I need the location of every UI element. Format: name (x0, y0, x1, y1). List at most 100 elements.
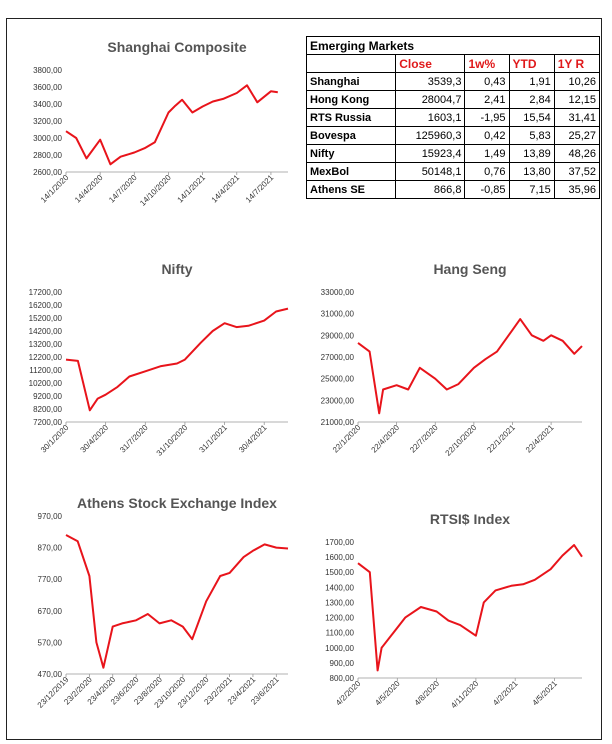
x-tick-label: 14/7/2020 (107, 173, 139, 205)
header-ytd: YTD (508, 54, 555, 73)
y-tick-label: 33000,00 (321, 288, 355, 297)
y-tick-label: 13200,00 (29, 340, 63, 349)
series-line (65, 307, 289, 412)
y-tick-label: 11200,00 (29, 366, 62, 375)
x-tick-label: 14/10/2020 (138, 173, 173, 208)
table-row: Nifty 15923,4 1,49 13,89 48,26 (305, 144, 601, 163)
series-line (357, 544, 583, 672)
y-tick-label: 3600,00 (33, 83, 62, 92)
hangseng-svg: Hang Seng 21000,00 23000,00 25000,00 27000,0… (321, 261, 583, 458)
y-tick-label: 800,00 (330, 674, 355, 683)
y-tick-label: 21000,00 (321, 418, 355, 427)
table-title-row: Emerging Markets (306, 36, 600, 55)
y-tick-label: 3800,00 (33, 66, 62, 75)
y-tick-label: 900,00 (330, 659, 355, 668)
table-row: MexBol 50148,1 0,76 13,80 37,52 (305, 162, 601, 181)
table-row: RTS Russia 1603,1 -1,95 15,54 31,41 (305, 108, 601, 127)
row-1w: 0,43 (464, 72, 510, 91)
row-1w: -1,95 (464, 108, 510, 127)
series-line (65, 534, 289, 669)
rtsi-index-chart: RTSI$ Index 800,00 900,00 1000,00 1100,00 120… (306, 494, 598, 738)
x-tick-label: 4/5/2021 (531, 679, 560, 708)
nifty-svg: Nifty 7200,00 8200,00 9200,00 10200,00 11200,… (29, 261, 289, 458)
table-body: Shanghai 3539,3 0,43 1,91 10,26 Hong Kong 2800… (305, 72, 601, 199)
row-1w: 0,42 (464, 126, 510, 145)
row-name: Hong Kong (305, 90, 397, 109)
row-close: 50148,1 (395, 162, 466, 181)
row-1y-return: 35,96 (553, 180, 601, 199)
y-tick-label: 14200,00 (29, 327, 63, 336)
row-name: Bovespa (305, 126, 397, 145)
x-tick-label: 14/7/2021 (244, 173, 276, 205)
row-1y-return: 10,26 (553, 72, 601, 91)
x-tick-label: 22/1/2020 (331, 423, 363, 455)
x-tick-label: 31/1/2021 (197, 423, 229, 455)
x-tick-label: 31/10/2020 (155, 423, 190, 458)
row-1w: 2,41 (464, 90, 510, 109)
y-tick-label: 10200,00 (29, 379, 63, 388)
y-tick-label: 12200,00 (29, 353, 63, 362)
y-tick-label: 2800,00 (33, 151, 62, 160)
header-1y-return: 1Y R (553, 54, 601, 73)
y-tick-label: 1600,00 (325, 553, 354, 562)
y-tick-label: 1400,00 (325, 583, 354, 592)
row-name: Nifty (305, 144, 397, 163)
row-close: 1603,1 (395, 108, 466, 127)
row-1y-return: 37,52 (553, 162, 601, 181)
header-name (305, 54, 397, 73)
y-tick-label: 15200,00 (29, 314, 63, 323)
x-tick-label: 30/4/2020 (79, 423, 111, 455)
emerging-markets-table: Emerging Markets Close 1w% YTD 1Y R Shan… (305, 36, 601, 199)
x-tick-label: 30/1/2020 (39, 423, 71, 455)
y-tick-label: 470,00 (38, 670, 63, 679)
x-tick-label: 22/7/2020 (408, 423, 440, 455)
x-tick-label: 4/8/2020 (413, 679, 442, 708)
y-tick-label: 23000,00 (321, 396, 355, 405)
y-tick-label: 770,00 (38, 575, 63, 584)
y-tick-label: 9200,00 (33, 392, 62, 401)
shanghai-composite-chart: Shanghai Composite 2600,00 2800,00 3000,00 3… (14, 30, 304, 238)
x-tick-label: 22/4/2021 (524, 423, 556, 455)
chart-title: Athens Stock Exchange Index (77, 495, 277, 511)
page-frame (6, 18, 602, 740)
table-row: Hong Kong 28004,7 2,41 2,84 12,15 (305, 90, 601, 109)
row-ytd: 5,83 (508, 126, 555, 145)
y-tick-label: 25000,00 (321, 375, 355, 384)
athens-svg: Athens Stock Exchange Index 470,00 570,00 6… (36, 495, 289, 710)
y-tick-label: 7200,00 (33, 418, 62, 427)
y-tick-label: 1500,00 (325, 568, 354, 577)
x-tick-label: 4/11/2020 (449, 679, 480, 710)
row-name: Shanghai (305, 72, 397, 91)
series-line (65, 84, 278, 166)
row-close: 3539,3 (395, 72, 466, 91)
row-close: 28004,7 (395, 90, 466, 109)
x-tick-label: 30/4/2021 (237, 423, 269, 455)
y-tick-label: 27000,00 (321, 353, 355, 362)
y-tick-label: 17200,00 (29, 288, 63, 297)
x-tick-label: 31/7/2020 (118, 423, 150, 455)
y-tick-label: 2600,00 (33, 168, 62, 177)
row-close: 866,8 (395, 180, 466, 199)
rtsi-svg: RTSI$ Index 800,00 900,00 1000,00 1100,00 120… (325, 511, 583, 710)
row-1w: -0,85 (464, 180, 510, 199)
series-line (357, 318, 583, 415)
y-tick-label: 970,00 (38, 512, 63, 521)
header-1w: 1w% (464, 54, 510, 73)
table-row: Bovespa 125960,3 0,42 5,83 25,27 (305, 126, 601, 145)
y-tick-label: 3400,00 (33, 100, 62, 109)
x-tick-label: 22/10/2020 (444, 423, 479, 458)
y-tick-label: 29000,00 (321, 331, 355, 340)
row-close: 15923,4 (395, 144, 466, 163)
y-tick-label: 1700,00 (325, 538, 354, 547)
x-tick-label: 14/4/2020 (73, 173, 105, 205)
row-1y-return: 12,15 (553, 90, 601, 109)
row-1w: 0,76 (464, 162, 510, 181)
x-tick-label: 4/5/2020 (373, 679, 402, 708)
row-ytd: 7,15 (508, 180, 555, 199)
y-tick-label: 870,00 (38, 544, 63, 553)
y-tick-label: 3200,00 (33, 117, 62, 126)
row-1w: 1,49 (464, 144, 510, 163)
table-title: Emerging Markets (306, 36, 600, 55)
y-tick-label: 31000,00 (321, 310, 355, 319)
x-tick-label: 22/1/2021 (485, 423, 517, 455)
